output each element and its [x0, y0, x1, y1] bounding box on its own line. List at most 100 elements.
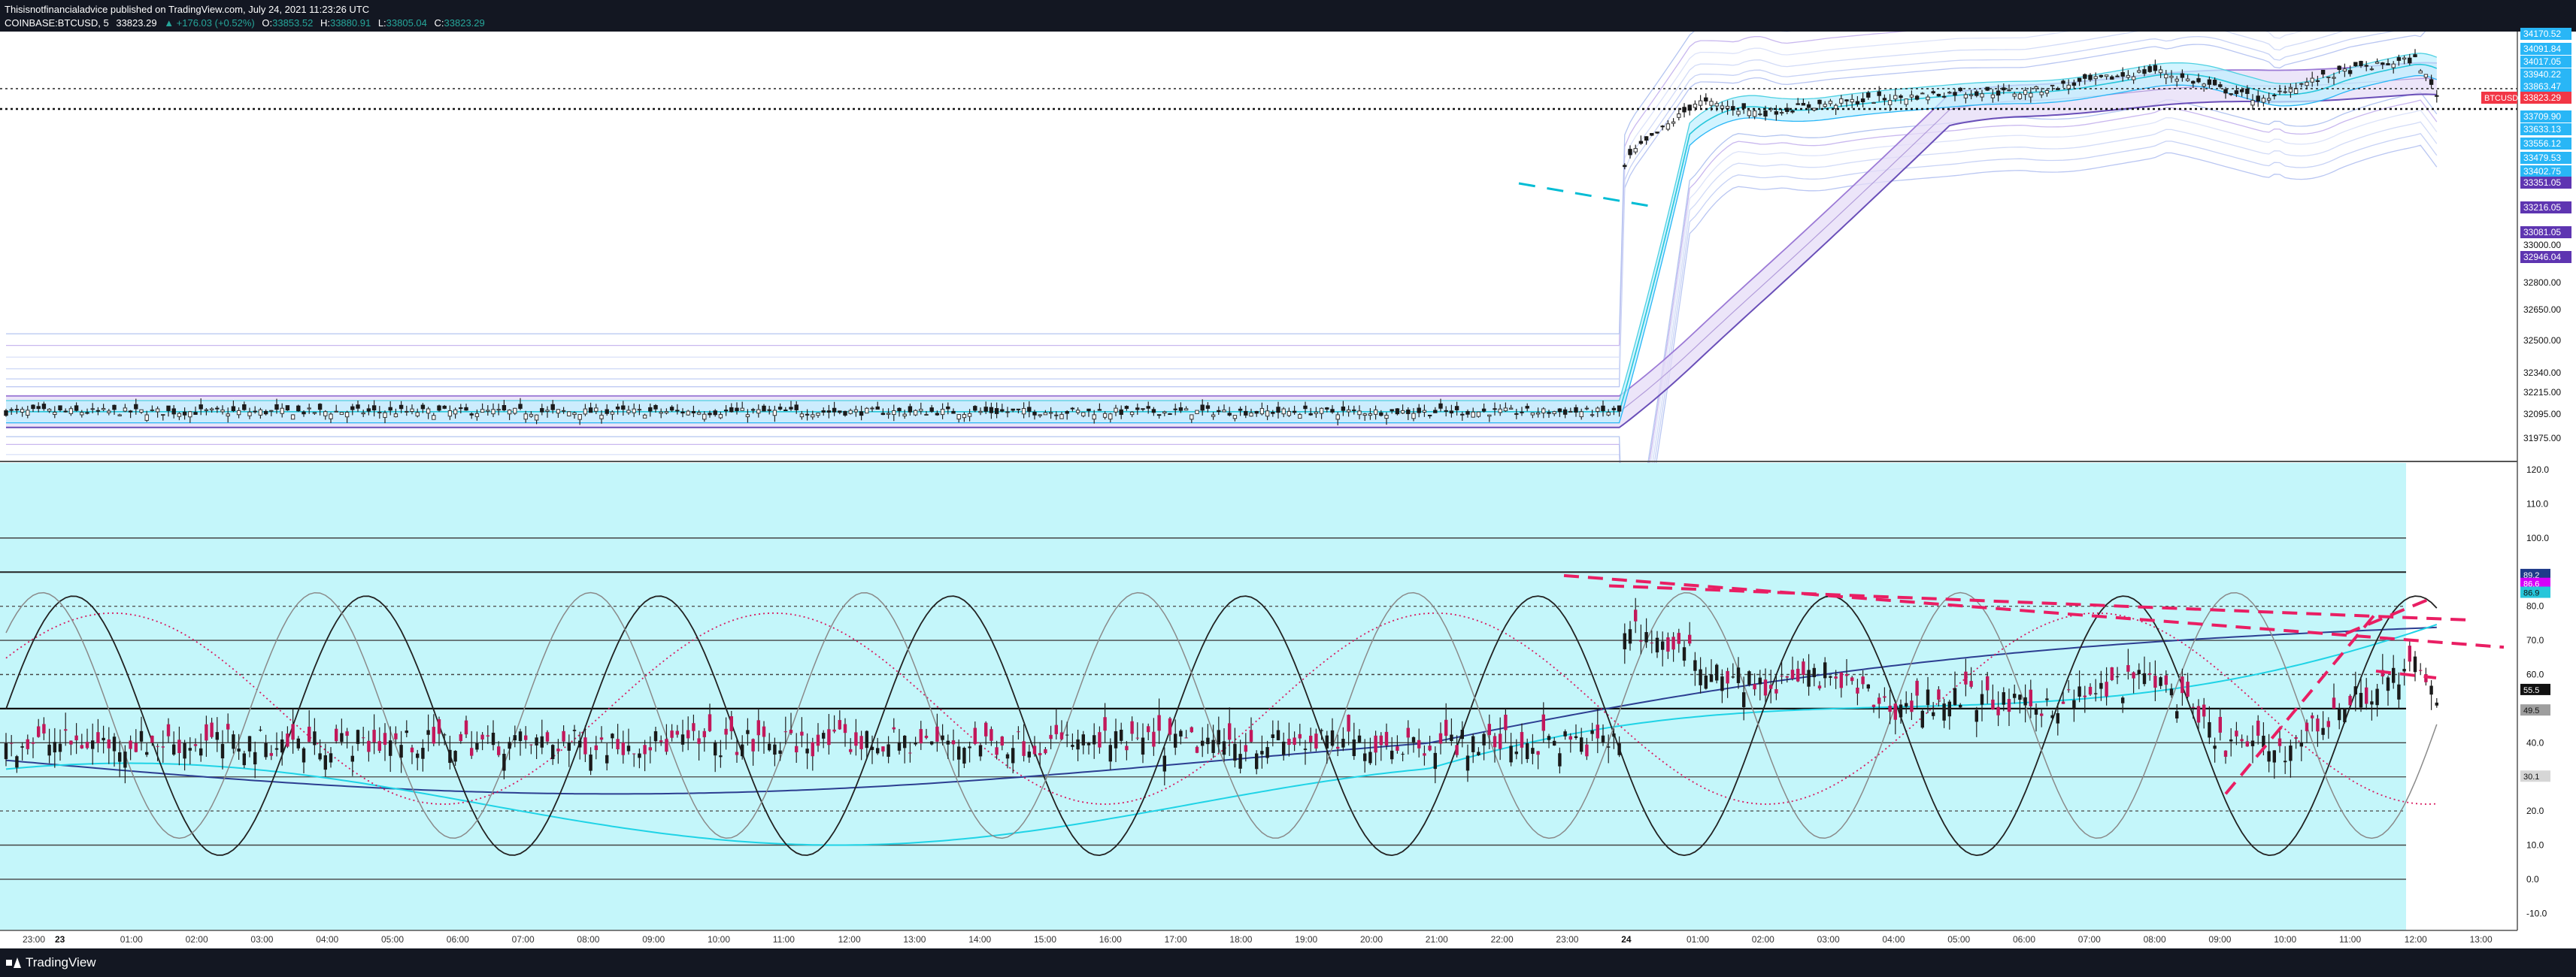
osc-candle-body [1298, 734, 1302, 739]
purple-price-label: 32946.04 [2523, 252, 2561, 262]
oscillator-background [0, 463, 2406, 930]
candle-body [880, 413, 886, 416]
candle-body [848, 410, 853, 414]
candle-body [1119, 409, 1123, 415]
candle-body [1638, 141, 1644, 144]
candle-body [1958, 87, 1962, 92]
osc-candle-body [1893, 703, 1897, 720]
low-label: L: [377, 17, 386, 29]
osc-candle-body [1883, 696, 1887, 698]
candle-body [2299, 83, 2304, 85]
candle-body [274, 404, 279, 410]
candle-body [2402, 57, 2407, 60]
candle-body [1487, 414, 1492, 417]
purple-price-label: 33216.05 [2523, 202, 2561, 213]
osc-candle-body [432, 727, 435, 744]
time-axis-label: 08:00 [577, 934, 599, 945]
candle-body [95, 410, 101, 412]
candle-body [253, 410, 257, 413]
price-axis-label: 33863.47 [2523, 81, 2561, 92]
osc-candle-body [74, 735, 78, 741]
osc-candle-body [1937, 689, 1941, 700]
osc-candle-body [1574, 736, 1578, 738]
envelope-line [6, 109, 2438, 616]
price-axis-label: 33633.13 [2523, 124, 2561, 135]
osc-candle-body [589, 755, 592, 771]
candle-body [962, 414, 967, 419]
candle-body [2180, 73, 2185, 78]
osc-candle-body [535, 737, 538, 746]
osc-candle-body [2083, 695, 2087, 697]
candle-body [1855, 101, 1860, 104]
candle-body [2359, 61, 2363, 66]
candle-body [978, 410, 983, 413]
symbol-label[interactable]: COINBASE:BTCUSD, 5 [5, 17, 109, 29]
candle-body [2229, 93, 2233, 95]
candle-body [47, 408, 52, 412]
osc-value-label: 49.5 [2523, 706, 2539, 715]
candle-body [1871, 101, 1876, 104]
candle-body [459, 407, 463, 410]
osc-candle-body [643, 745, 647, 755]
osc-candle-body [193, 744, 198, 746]
osc-candle-body [2088, 686, 2093, 695]
price-axis-label: 33479.53 [2523, 153, 2561, 163]
osc-candle-body [1341, 739, 1345, 748]
price-axis-chip [2520, 28, 2571, 40]
osc-candle-body [578, 740, 582, 748]
osc-candle-body [2018, 694, 2022, 700]
time-axis-label: 20:00 [1360, 934, 1383, 945]
osc-candle-body [675, 730, 679, 735]
candle-body [128, 410, 133, 413]
candle-body [826, 410, 832, 413]
osc-value-tag [2520, 770, 2550, 782]
osc-candle-body [865, 730, 868, 749]
candle-body [432, 415, 436, 420]
osc-candle-body [166, 724, 171, 737]
candle-body [594, 407, 599, 412]
candle-body [1471, 411, 1475, 418]
cyan-band-lower [6, 74, 2438, 424]
price-axis-chip [2520, 138, 2571, 150]
osc-candle-body [1986, 676, 1990, 691]
candle-body [2007, 89, 2011, 92]
osc-value-tag [2520, 704, 2550, 716]
close-label: C: [434, 17, 444, 29]
candle-body [469, 413, 474, 416]
high-label: H: [320, 17, 330, 29]
osc-candle-body [2056, 712, 2059, 724]
osc-candle-body [1536, 751, 1540, 755]
osc-candle-body [881, 746, 885, 752]
candle-body [2126, 74, 2131, 78]
osc-candle-body [2284, 761, 2287, 763]
chart-canvas[interactable]: 34170.52 34091.84 34017.05 33940.2233863.47… [0, 0, 2576, 948]
candle-body [2381, 62, 2385, 65]
purple-band-fill [6, 62, 2437, 428]
osc-candle-body [702, 730, 706, 737]
candle-body [366, 408, 371, 412]
candle-body [540, 408, 544, 413]
time-axis-label: 21:00 [1426, 934, 1448, 945]
osc-candle-body [1585, 744, 1589, 757]
candle-body [1963, 94, 1968, 98]
gray-oscillator-curve [5, 591, 2438, 839]
osc-axis-label: 10.0 [2526, 839, 2544, 850]
osc-candle-body [20, 746, 24, 748]
candle-body [31, 404, 35, 410]
price-axis-label: 32095.00 [2523, 409, 2561, 419]
osc-candle-body [286, 734, 289, 747]
candle-body [63, 410, 68, 413]
candle-body [242, 404, 247, 410]
candle-body [1146, 406, 1150, 409]
osc-candle-body [1352, 739, 1356, 757]
candle-body [426, 408, 431, 414]
candle-body [2169, 75, 2174, 78]
current-price-tag [2520, 92, 2571, 104]
osc-candle-body [323, 755, 327, 770]
osc-candle-body [1038, 752, 1042, 755]
candle-body [1129, 411, 1135, 416]
tradingview-logo[interactable]: TradingView [6, 955, 96, 970]
osc-candle-body [719, 755, 723, 758]
oscillator-pane[interactable] [0, 463, 2517, 930]
candle-body [1493, 408, 1497, 410]
